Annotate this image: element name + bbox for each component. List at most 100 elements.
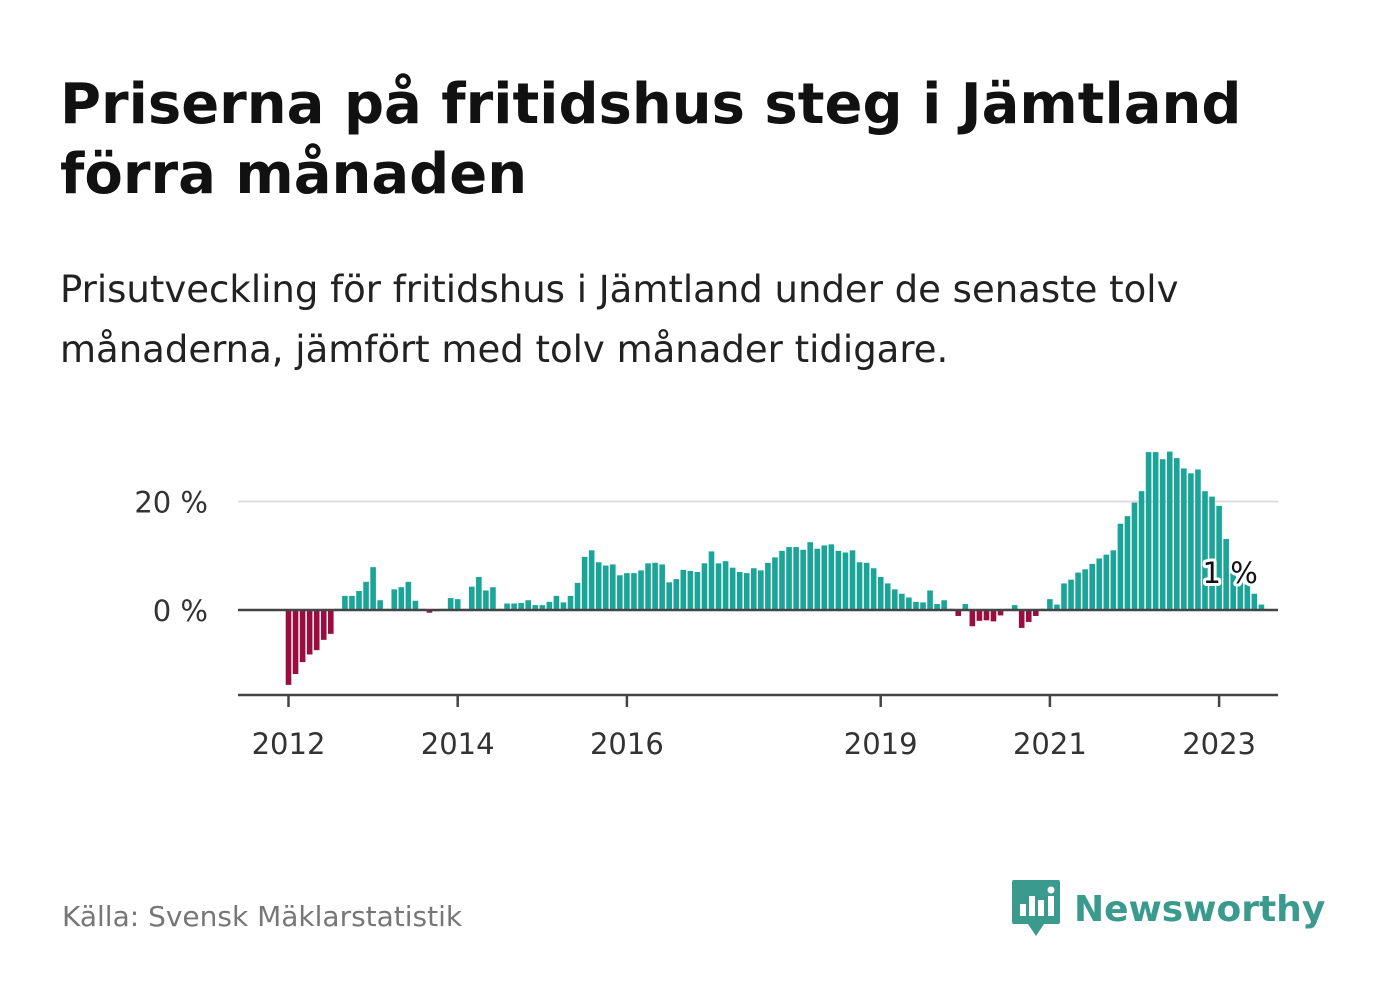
bar — [751, 568, 757, 610]
bar — [786, 547, 792, 610]
bar — [1159, 459, 1166, 610]
bar — [687, 570, 694, 610]
bar — [892, 589, 898, 610]
bar — [490, 587, 496, 611]
bar — [969, 610, 976, 627]
bar — [1103, 554, 1110, 610]
bar — [1258, 604, 1265, 610]
bar — [504, 603, 510, 610]
bar — [694, 572, 701, 610]
bar — [447, 598, 454, 611]
bar — [1025, 610, 1032, 622]
bar — [856, 562, 863, 610]
bar — [645, 563, 651, 610]
bar — [1209, 496, 1215, 610]
bar — [962, 604, 969, 610]
bar — [539, 605, 546, 610]
label-layer: 0 % 20 % 2012 2014 2016 2019 2021 2023 1 % — [134, 486, 1260, 762]
bar — [870, 568, 877, 610]
bar — [1061, 583, 1067, 610]
bar — [299, 610, 306, 663]
bar — [997, 610, 1004, 616]
bar — [454, 599, 461, 610]
bar-chart: 0 % 20 % 2012 2014 2016 2019 2021 2023 1 % — [134, 451, 1278, 762]
bar — [1117, 523, 1124, 610]
y-tick-label: 0 % — [153, 594, 208, 628]
bar — [877, 576, 884, 610]
bar — [715, 563, 722, 610]
bar — [412, 600, 419, 610]
bar — [1202, 491, 1208, 610]
bar — [765, 562, 771, 610]
bar — [736, 572, 743, 610]
bar — [285, 610, 292, 685]
bar — [884, 583, 891, 610]
bar — [398, 587, 405, 611]
bar — [306, 610, 313, 655]
bar — [934, 604, 940, 610]
source-note: Källa: Svensk Mäklarstatistik — [62, 900, 463, 933]
bar — [320, 610, 327, 640]
bar — [1188, 473, 1194, 610]
bar — [708, 551, 715, 610]
bar — [849, 550, 856, 610]
bar — [814, 548, 821, 610]
bar — [1089, 563, 1095, 610]
bar — [1082, 569, 1088, 610]
bar — [532, 605, 539, 610]
bar — [1047, 599, 1053, 610]
bar — [673, 579, 680, 610]
bar — [976, 610, 983, 621]
bar — [1131, 502, 1138, 610]
bar — [659, 564, 665, 610]
bar — [313, 610, 320, 651]
bar — [567, 595, 574, 610]
bar — [1230, 562, 1236, 610]
x-tick-label: 2014 — [421, 727, 495, 761]
bar — [1018, 610, 1025, 628]
bar — [1011, 605, 1018, 610]
bar — [469, 586, 475, 610]
bar — [377, 600, 383, 611]
bar — [1244, 584, 1251, 610]
bar — [595, 562, 602, 610]
bar — [729, 567, 736, 610]
bar — [363, 581, 369, 610]
bar — [483, 590, 489, 610]
bar — [743, 573, 750, 610]
bar — [1174, 458, 1180, 610]
x-tick-label: 2016 — [590, 727, 664, 761]
bar — [666, 582, 672, 610]
bar — [292, 610, 299, 675]
bar — [828, 544, 835, 610]
bar — [1096, 558, 1103, 610]
bar — [835, 550, 842, 610]
bar — [1054, 604, 1060, 610]
bar — [1033, 610, 1039, 616]
bar — [772, 557, 778, 610]
bar — [722, 561, 729, 610]
chart-title: Priserna på fritidshus steg i Jämtland f… — [60, 72, 1242, 207]
bar — [807, 542, 813, 610]
bar — [553, 595, 560, 610]
bar — [983, 610, 990, 621]
newsworthy-logo-icon — [1012, 880, 1060, 936]
bar — [602, 565, 609, 610]
bar — [1223, 538, 1229, 610]
bar — [426, 610, 433, 613]
bar — [525, 600, 531, 611]
x-tick-label: 2012 — [252, 727, 326, 761]
bar — [913, 601, 919, 610]
bar — [779, 550, 785, 610]
bar — [588, 550, 595, 610]
bar — [370, 567, 376, 610]
bar — [476, 576, 482, 610]
bar — [906, 597, 912, 610]
bar — [1251, 593, 1258, 610]
bar — [574, 582, 581, 611]
bar — [560, 602, 567, 610]
bar — [920, 602, 926, 610]
brand-name: Newsworthy — [1074, 888, 1326, 930]
bar — [941, 600, 947, 611]
bar — [1110, 550, 1117, 610]
